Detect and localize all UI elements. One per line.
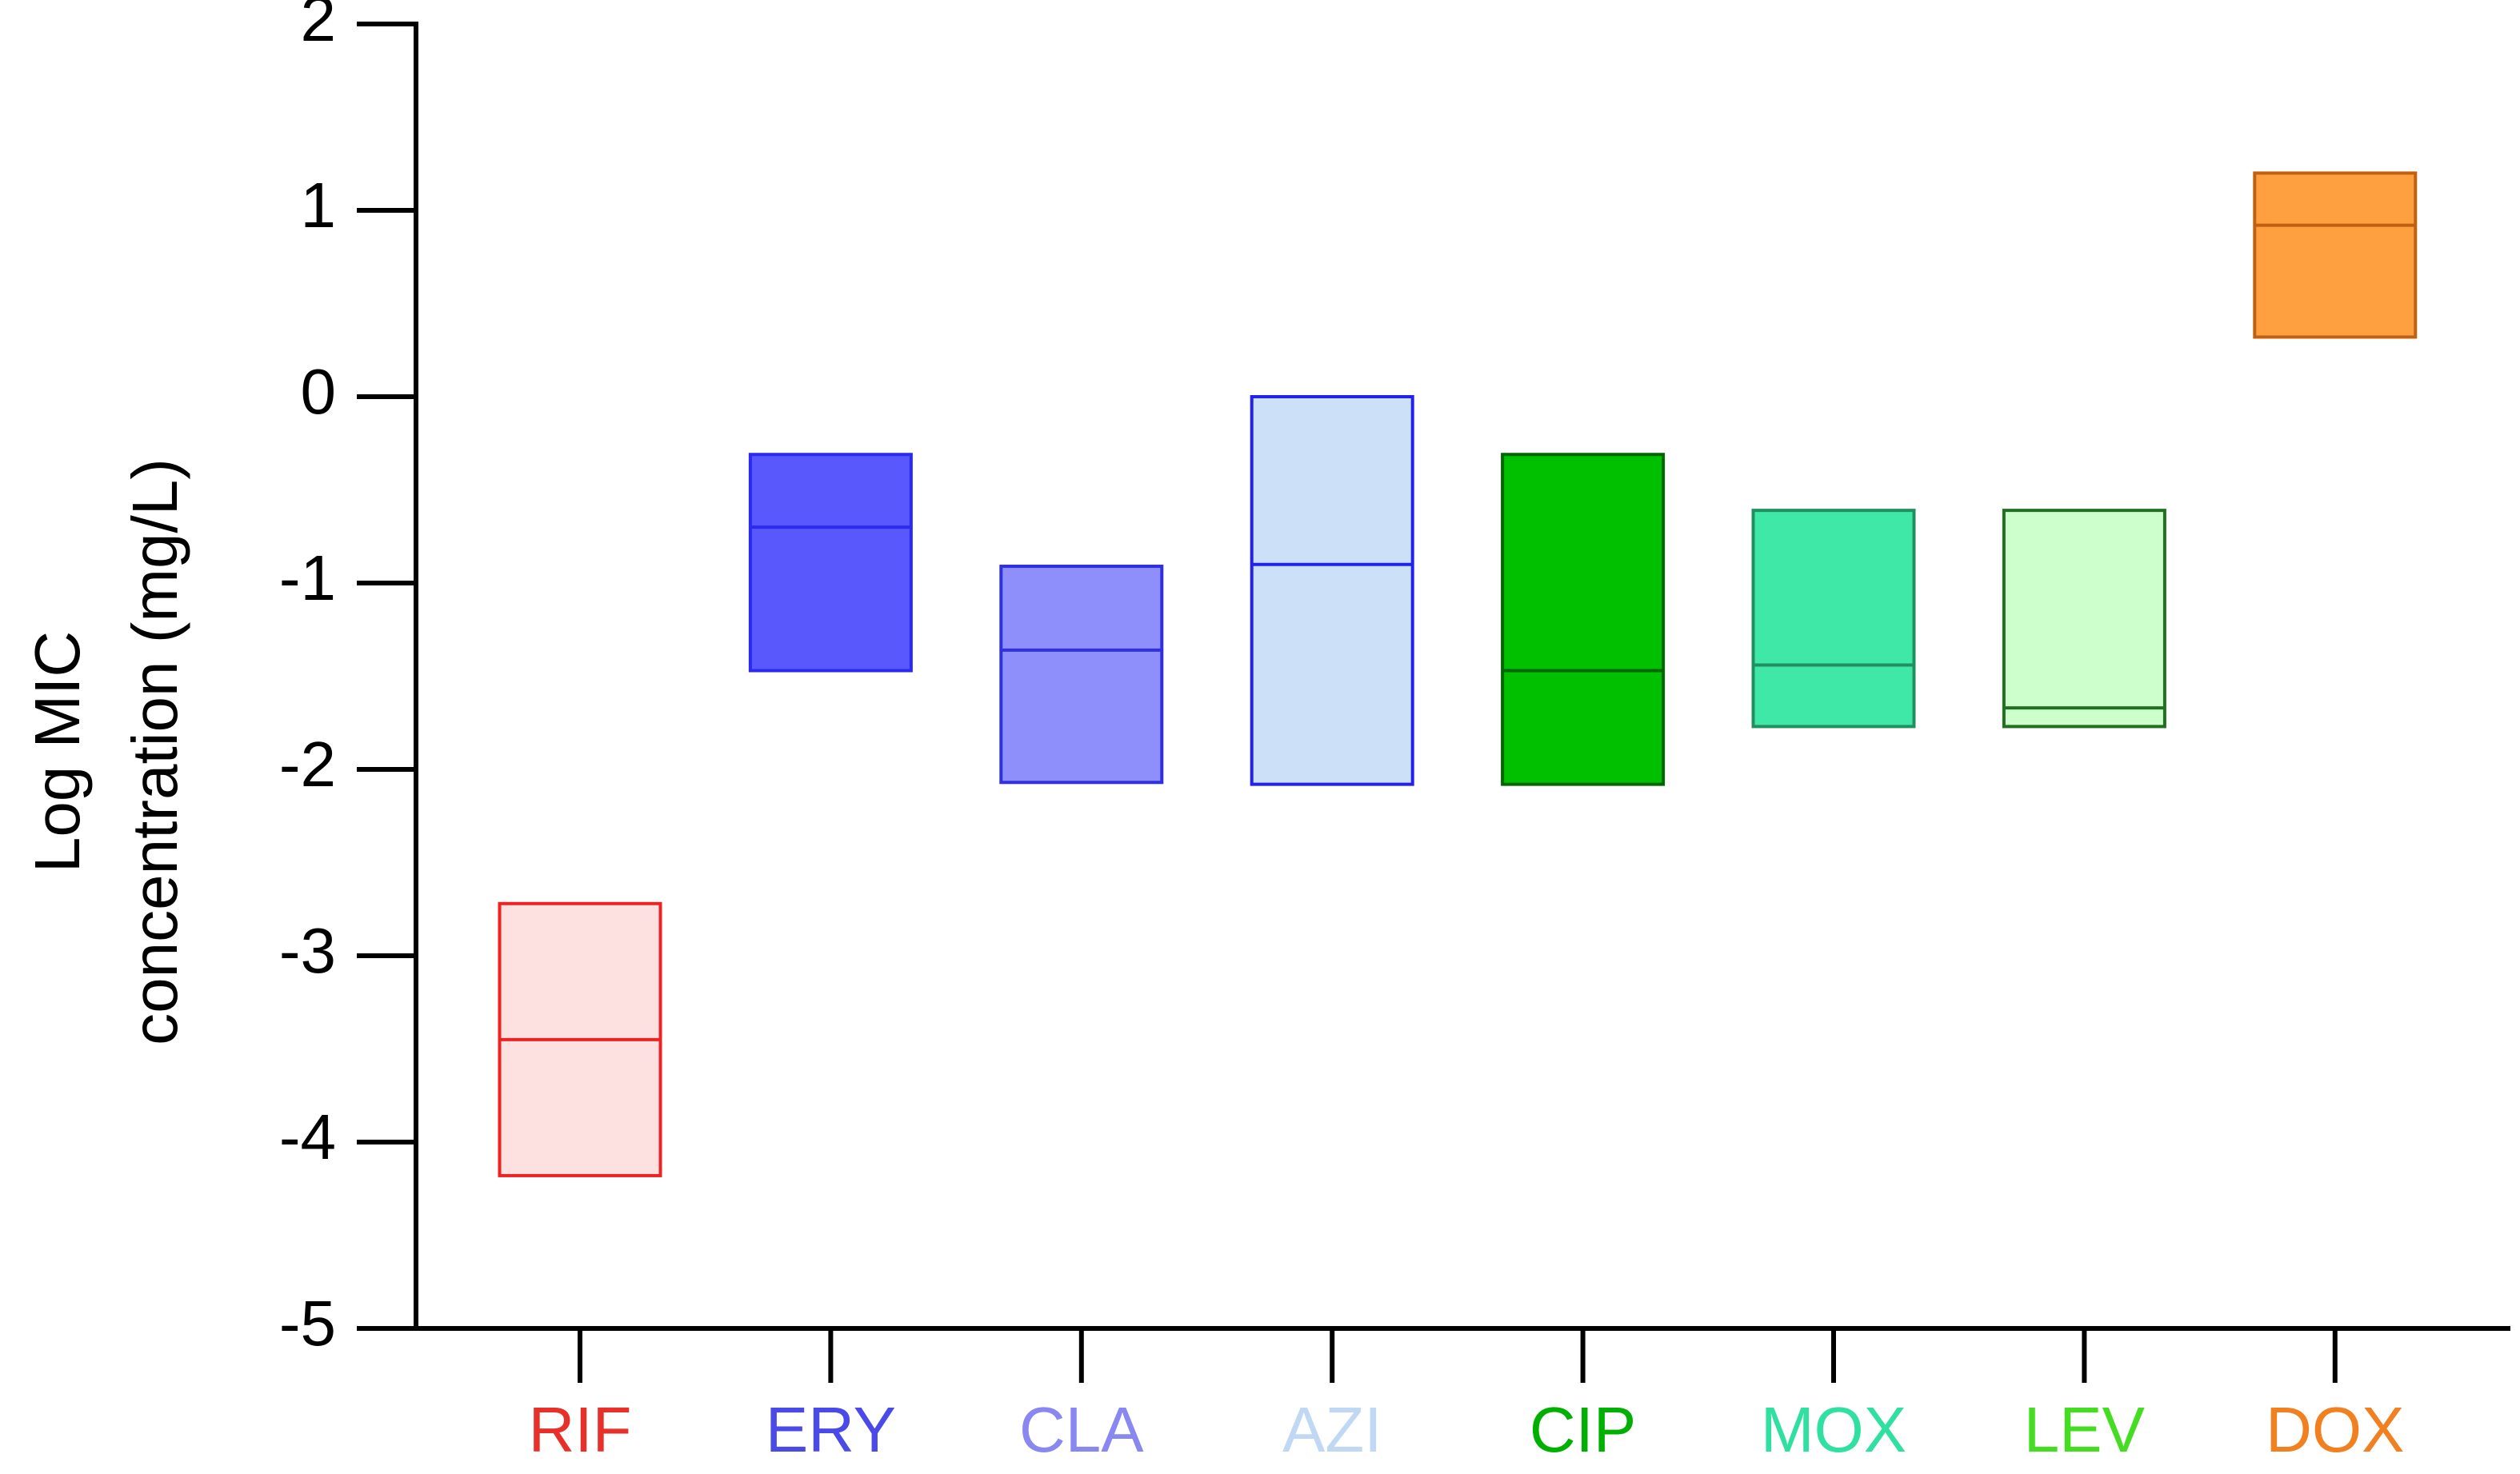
y-tick-label: 0 (301, 356, 337, 427)
y-tick-label: -5 (279, 1288, 336, 1359)
y-tick-label: -4 (279, 1101, 336, 1172)
y-tick-label: 1 (301, 170, 337, 241)
range-bar (1501, 453, 1666, 786)
range-bar (1250, 395, 1414, 786)
range-bar (999, 565, 1164, 785)
x-tick-label: ERY (766, 1394, 896, 1465)
x-tick-label: CIP (1530, 1394, 1636, 1465)
y-tick-label: 2 (301, 0, 337, 54)
range-bar (1751, 509, 1916, 729)
x-tick-label: LEV (2024, 1394, 2146, 1465)
y-axis-label: Log MIC (22, 631, 93, 873)
y-axis-label: concentration (mg/L) (119, 458, 190, 1045)
range-bar (748, 453, 913, 673)
y-tick-label: -1 (279, 542, 336, 613)
y-tick-label: -2 (279, 729, 336, 800)
x-tick-label: RIF (529, 1394, 632, 1465)
x-tick-label: AZI (1282, 1394, 1382, 1465)
x-tick-label: MOX (1761, 1394, 1906, 1465)
x-tick-label: DOX (2266, 1394, 2404, 1465)
range-bar (2002, 509, 2166, 729)
y-tick-label: -3 (279, 915, 336, 986)
range-bar (2253, 171, 2418, 339)
x-tick-label: CLA (1019, 1394, 1144, 1465)
